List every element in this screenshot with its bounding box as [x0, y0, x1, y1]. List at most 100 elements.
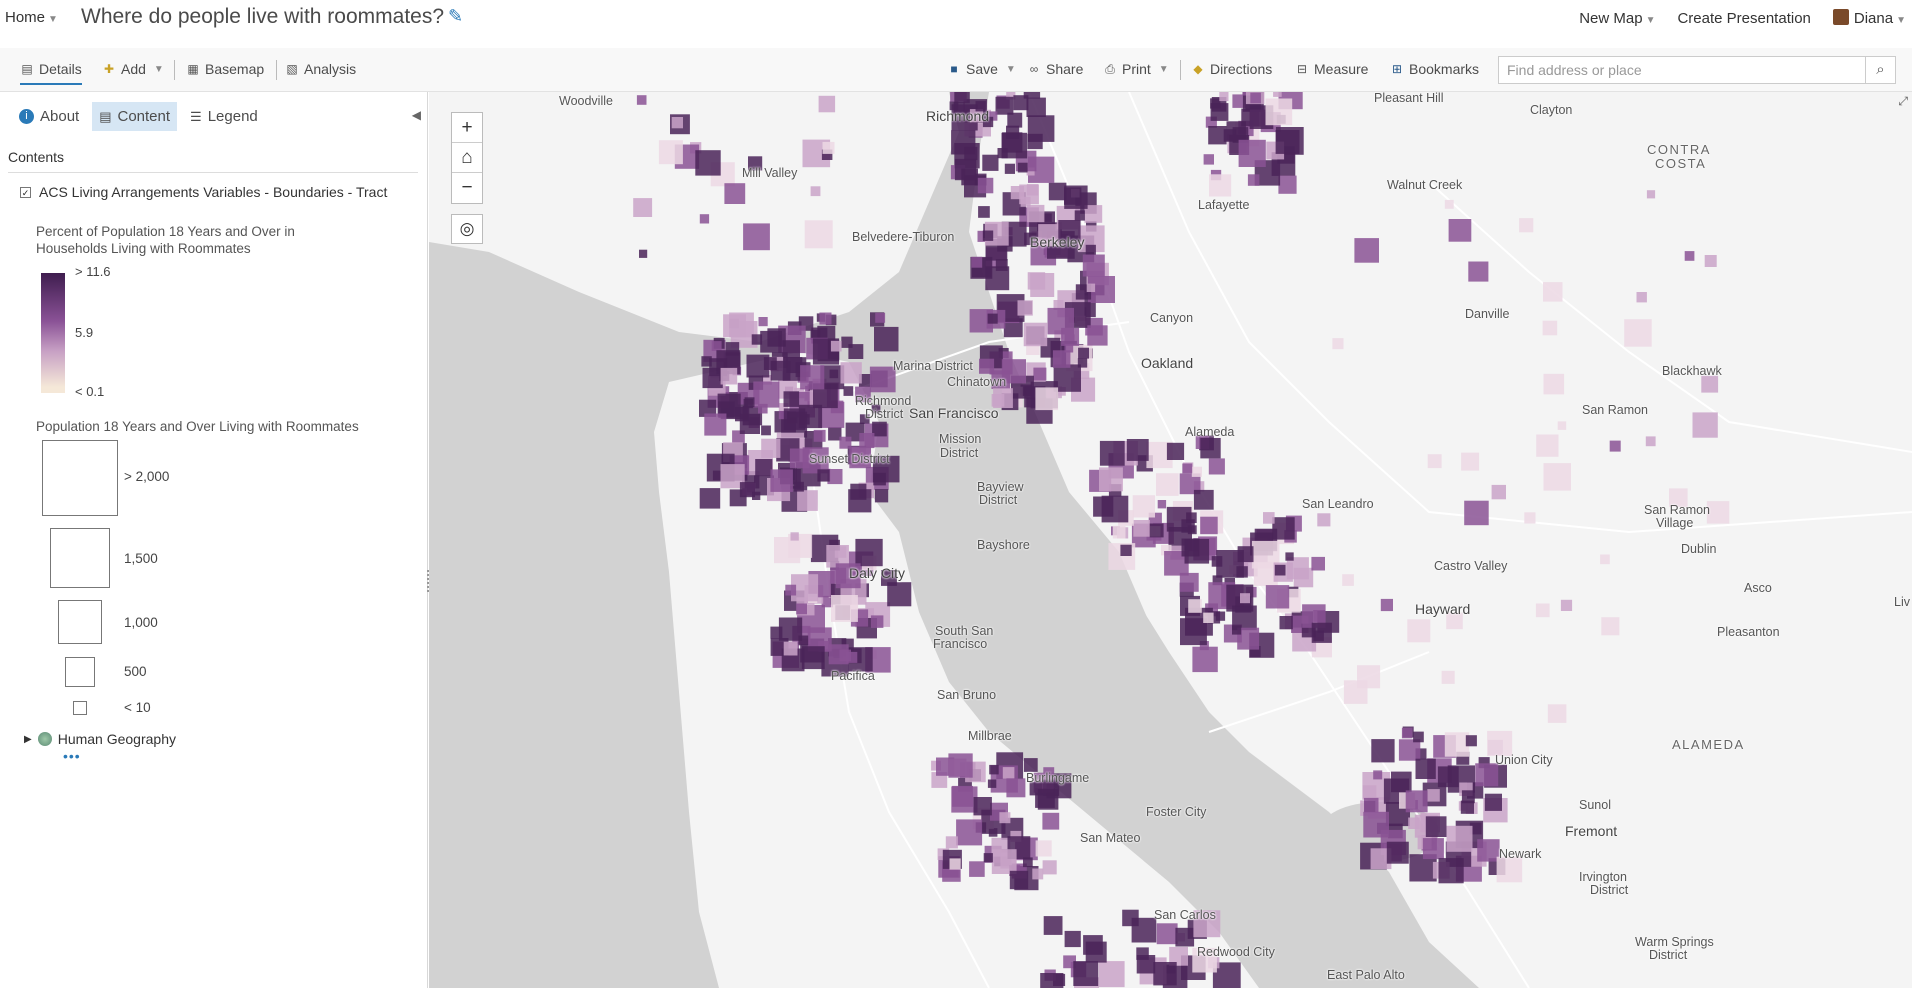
tract-symbol[interactable]: [798, 404, 823, 429]
tract-symbol[interactable]: [1007, 112, 1023, 128]
tab-legend[interactable]: ☰ Legend: [190, 108, 258, 125]
tract-symbol[interactable]: [1156, 473, 1179, 496]
tract-symbol[interactable]: [1380, 598, 1393, 612]
tract-symbol[interactable]: [1064, 185, 1088, 209]
tract-symbol[interactable]: [1343, 680, 1368, 704]
tract-symbol[interactable]: [758, 403, 768, 414]
tract-symbol[interactable]: [1023, 322, 1048, 347]
tract-symbol[interactable]: [1161, 544, 1172, 556]
search-input[interactable]: [1499, 57, 1861, 83]
tract-symbol[interactable]: [1646, 190, 1656, 199]
tract-symbol[interactable]: [1043, 916, 1063, 935]
tract-symbol[interactable]: [755, 459, 773, 477]
tract-symbol[interactable]: [770, 360, 791, 381]
tract-symbol[interactable]: [818, 95, 836, 113]
tract-symbol[interactable]: [1179, 473, 1201, 495]
tract-symbol[interactable]: [993, 388, 1013, 408]
tract-symbol[interactable]: [1236, 566, 1248, 578]
tract-symbol[interactable]: [855, 538, 883, 567]
tract-symbol[interactable]: [699, 214, 710, 224]
tract-symbol[interactable]: [1468, 261, 1489, 282]
tract-symbol[interactable]: [1232, 94, 1246, 108]
tract-symbol[interactable]: [724, 183, 746, 204]
tract-symbol[interactable]: [859, 414, 870, 424]
tract-symbol[interactable]: [1182, 463, 1193, 474]
tract-symbol[interactable]: [1669, 488, 1688, 507]
tract-symbol[interactable]: [1478, 757, 1490, 769]
tract-symbol[interactable]: [1035, 840, 1052, 857]
tract-symbol[interactable]: [1408, 817, 1420, 830]
tract-symbol[interactable]: [1444, 732, 1470, 757]
tract-symbol[interactable]: [870, 615, 884, 628]
tract-symbol[interactable]: [1491, 484, 1506, 500]
tract-symbol[interactable]: [782, 340, 800, 358]
add-button[interactable]: ✚ Add ▼: [103, 61, 164, 77]
tract-symbol[interactable]: [850, 483, 867, 500]
tract-symbol[interactable]: [1153, 962, 1177, 986]
tract-symbol[interactable]: [1052, 350, 1071, 368]
tract-symbol[interactable]: [1370, 848, 1392, 870]
tract-symbol[interactable]: [874, 326, 899, 352]
tract-symbol[interactable]: [1023, 92, 1041, 99]
details-button[interactable]: ▤ Details: [20, 61, 82, 85]
tract-symbol[interactable]: [1524, 512, 1536, 524]
tract-symbol[interactable]: [887, 582, 912, 607]
tract-symbol[interactable]: [1023, 857, 1033, 868]
tract-symbol[interactable]: [859, 433, 875, 449]
measure-button[interactable]: ⊟ Measure: [1296, 61, 1369, 77]
tract-symbol[interactable]: [1407, 619, 1431, 643]
tract-symbol[interactable]: [1250, 92, 1261, 104]
tract-symbol[interactable]: [1181, 538, 1200, 557]
expand-triangle-icon[interactable]: ▶: [24, 733, 32, 745]
tract-symbol[interactable]: [1311, 622, 1332, 643]
tract-symbol[interactable]: [1042, 812, 1060, 830]
tract-symbol[interactable]: [804, 220, 833, 249]
tract-symbol[interactable]: [848, 344, 864, 359]
tract-symbol[interactable]: [821, 149, 833, 161]
tract-symbol[interactable]: [1422, 838, 1444, 860]
tract-symbol[interactable]: [985, 266, 1010, 291]
tract-symbol[interactable]: [760, 330, 782, 353]
tract-symbol[interactable]: [931, 772, 948, 788]
tract-symbol[interactable]: [1112, 525, 1126, 539]
tract-symbol[interactable]: [1398, 739, 1421, 761]
tract-symbol[interactable]: [1441, 670, 1455, 684]
tract-symbol[interactable]: [951, 130, 976, 155]
tract-symbol[interactable]: [1200, 516, 1218, 535]
tract-symbol[interactable]: [828, 427, 842, 441]
tract-symbol[interactable]: [995, 259, 1008, 271]
tract-symbol[interactable]: [1157, 500, 1167, 509]
tract-symbol[interactable]: [875, 312, 886, 323]
tract-symbol[interactable]: [783, 641, 798, 656]
tract-symbol[interactable]: [1223, 129, 1237, 142]
tract-symbol[interactable]: [783, 391, 800, 407]
tract-symbol[interactable]: [1405, 790, 1428, 813]
tract-symbol[interactable]: [810, 186, 821, 197]
tract-symbol[interactable]: [1438, 858, 1464, 884]
tract-symbol[interactable]: [973, 797, 992, 816]
tract-symbol[interactable]: [831, 595, 858, 622]
tract-symbol[interactable]: [1203, 154, 1214, 165]
tract-symbol[interactable]: [1547, 704, 1567, 723]
zoom-in-button[interactable]: +: [452, 113, 482, 143]
tract-symbol[interactable]: [1535, 603, 1550, 618]
tract-symbol[interactable]: [1084, 205, 1103, 223]
tract-symbol[interactable]: [778, 617, 803, 641]
tract-symbol[interactable]: [796, 603, 807, 615]
tract-symbol[interactable]: [1053, 364, 1081, 392]
tract-symbol[interactable]: [839, 649, 851, 662]
tract-symbol[interactable]: [704, 413, 727, 436]
tract-symbol[interactable]: [817, 469, 830, 482]
tract-symbol[interactable]: [1600, 554, 1610, 565]
tract-symbol[interactable]: [969, 109, 984, 123]
tract-symbol[interactable]: [1373, 770, 1383, 780]
tract-symbol[interactable]: [1704, 255, 1717, 267]
tract-symbol[interactable]: [1082, 254, 1105, 277]
expand-icon[interactable]: ⤢: [1898, 94, 1908, 108]
tract-symbol[interactable]: [971, 256, 983, 268]
tract-symbol[interactable]: [720, 367, 738, 385]
tract-symbol[interactable]: [1040, 973, 1064, 988]
tract-symbol[interactable]: [1371, 739, 1395, 763]
tract-symbol[interactable]: [813, 429, 826, 442]
tract-symbol[interactable]: [1464, 500, 1489, 526]
